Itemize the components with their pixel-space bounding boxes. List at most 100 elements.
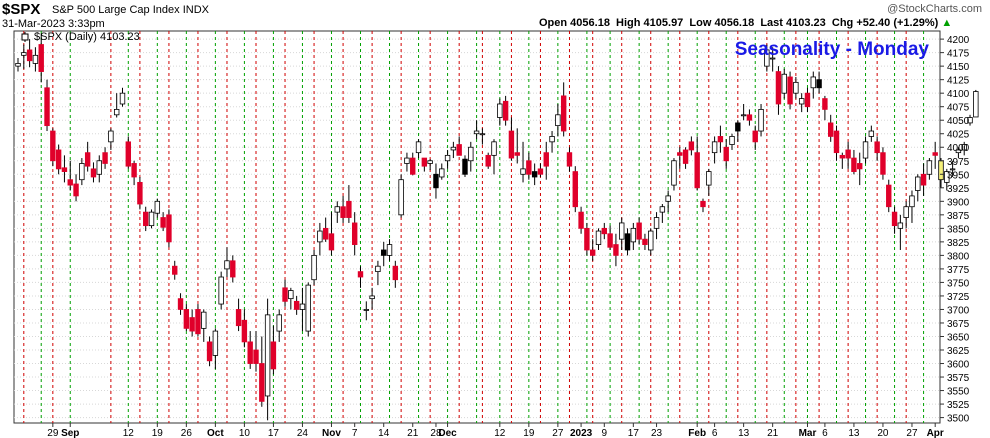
plot-background xyxy=(13,30,941,424)
candle xyxy=(288,287,294,310)
y-tick-label: 3550 xyxy=(947,387,970,398)
x-tick-label: 27 xyxy=(906,428,918,438)
x-tick-label: Dec xyxy=(438,428,457,438)
candle xyxy=(439,163,445,180)
candle xyxy=(166,209,172,248)
candle-body xyxy=(305,284,311,332)
candle-body xyxy=(177,298,184,310)
candle xyxy=(706,168,712,196)
x-tick-label: 20 xyxy=(877,428,889,438)
candle xyxy=(247,331,253,369)
candle xyxy=(822,95,828,121)
candle xyxy=(566,147,573,172)
candle xyxy=(810,71,816,99)
candle xyxy=(392,260,399,288)
candle xyxy=(526,152,532,180)
candle xyxy=(491,139,497,175)
candle xyxy=(154,198,161,218)
candle-body xyxy=(79,163,85,181)
candle xyxy=(578,206,584,234)
candle-body xyxy=(456,144,462,156)
candle xyxy=(317,222,323,256)
candle xyxy=(752,125,758,150)
candle xyxy=(201,309,207,342)
candle-body xyxy=(67,179,73,186)
y-tick-label: 3900 xyxy=(947,197,970,208)
candle-body xyxy=(38,44,44,72)
candle xyxy=(172,260,178,280)
candle xyxy=(613,233,619,267)
candle-body xyxy=(677,152,683,156)
candle xyxy=(73,174,79,202)
candle xyxy=(479,128,486,145)
candle-body xyxy=(671,160,677,186)
candle-body xyxy=(555,114,561,127)
candle xyxy=(642,233,648,250)
candle xyxy=(415,139,422,159)
candle xyxy=(758,103,764,137)
candle xyxy=(444,149,451,169)
candle-body xyxy=(729,136,735,145)
candle-body xyxy=(514,152,520,156)
candle-body xyxy=(688,141,695,151)
candle-body xyxy=(15,63,21,67)
candle-body xyxy=(363,309,369,311)
x-tick-label: 28 xyxy=(430,428,442,438)
candle xyxy=(677,147,683,169)
candle-body xyxy=(839,154,846,159)
candle xyxy=(311,249,317,286)
candle-body xyxy=(868,130,875,137)
candle xyxy=(891,206,898,234)
candle xyxy=(410,152,416,176)
candle xyxy=(862,136,869,164)
candle xyxy=(381,241,387,267)
candle xyxy=(880,147,886,180)
candle-body xyxy=(653,217,660,229)
candle xyxy=(421,157,428,172)
y-tick-label: 3725 xyxy=(947,292,970,303)
candle xyxy=(282,279,288,307)
candle xyxy=(932,141,938,169)
candle xyxy=(688,136,695,156)
candle xyxy=(514,128,520,164)
x-tick-label: Oct xyxy=(207,428,224,438)
x-tick-label: Mar xyxy=(799,428,817,438)
candle-body xyxy=(526,160,532,175)
candle-body xyxy=(32,54,39,64)
x-tick-label: 13 xyxy=(738,428,750,438)
candle xyxy=(404,152,410,172)
candle xyxy=(944,168,950,191)
candle xyxy=(84,141,91,172)
candle xyxy=(909,190,915,223)
candle-body xyxy=(143,211,149,227)
candle-body xyxy=(270,341,277,370)
timestamp: 31-Mar-2023 3:33pm xyxy=(2,18,105,30)
candle-body xyxy=(601,227,608,235)
candle-body xyxy=(235,309,242,327)
candle xyxy=(694,136,700,191)
candle xyxy=(764,44,770,72)
candle-body xyxy=(973,91,979,118)
candle-body xyxy=(160,217,166,228)
candle xyxy=(816,71,822,94)
candle-body xyxy=(944,171,950,183)
candle-body xyxy=(410,157,416,175)
candle xyxy=(264,298,271,421)
x-tick-label: 17 xyxy=(268,428,280,438)
candle xyxy=(531,163,538,186)
candle-body xyxy=(357,271,364,278)
candle xyxy=(769,47,776,72)
y-tick-label: 3625 xyxy=(947,346,970,357)
y-tick-label: 3775 xyxy=(947,265,970,276)
candle-body xyxy=(201,311,207,329)
candle-body xyxy=(113,109,120,116)
x-tick-label: 29 xyxy=(47,428,59,438)
candle xyxy=(502,95,509,126)
x-tick-label: 21 xyxy=(407,428,419,438)
y-tick-label: 3925 xyxy=(947,184,970,195)
candle xyxy=(700,198,706,213)
candle-body xyxy=(758,109,764,132)
candle-body xyxy=(206,341,213,362)
candle xyxy=(183,304,190,332)
y-tick-label: 4100 xyxy=(947,89,970,100)
